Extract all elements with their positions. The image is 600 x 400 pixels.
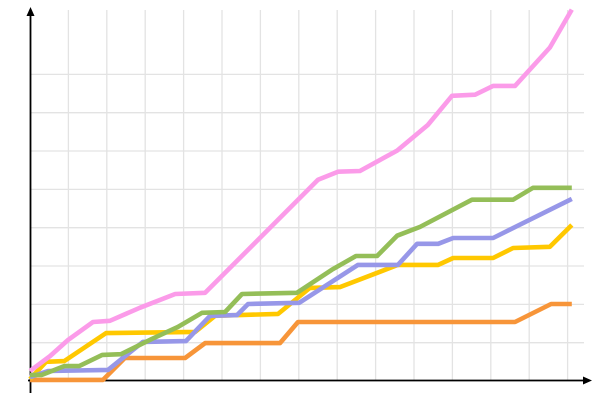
series-line-periwinkle — [29, 196, 573, 380]
y-axis-arrow-icon — [26, 7, 35, 16]
series-line-green — [30, 185, 572, 378]
series-line-orange — [30, 301, 572, 383]
series-line-pink — [28, 8, 574, 373]
x-axis-arrow-icon — [583, 376, 592, 385]
